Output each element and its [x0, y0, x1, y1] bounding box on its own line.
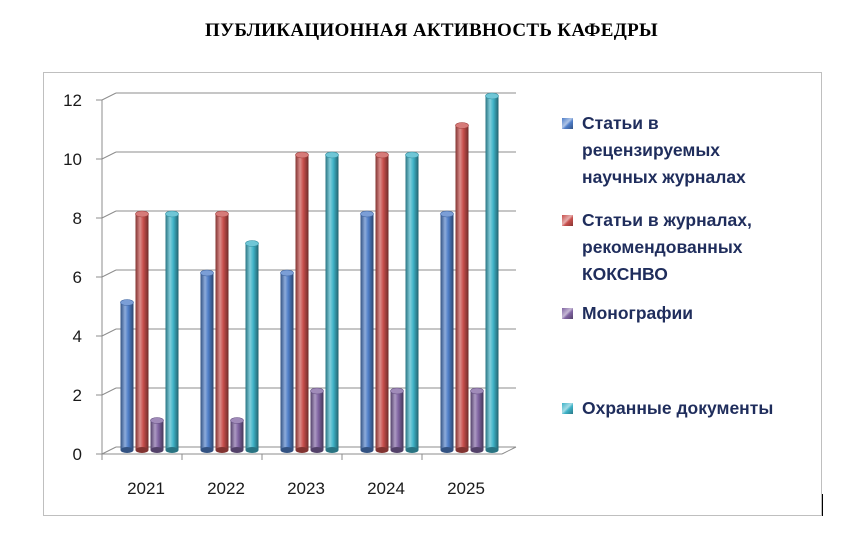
y-tick-label: 6: [73, 268, 82, 287]
legend-item: Монографии: [562, 300, 693, 327]
bar: [200, 269, 214, 453]
legend-label: научных журналах: [582, 167, 746, 187]
bar: [325, 151, 339, 453]
legend-label: Статьи в: [582, 113, 659, 133]
x-tick-label: 2025: [447, 479, 485, 498]
bar: [295, 151, 309, 453]
y-tick-label: 2: [73, 386, 82, 405]
chart-frame: 0 2 4 6 8 10 12 2021 2022 2023 2024 2025: [43, 72, 822, 516]
x-tick-label: 2023: [287, 479, 325, 498]
legend-swatch-icon: [562, 308, 573, 319]
y-tick-label: 12: [63, 91, 82, 110]
chart-title: ПУБЛИКАЦИОННАЯ АКТИВНОСТЬ КАФЕДРЫ: [205, 20, 658, 41]
bar: [310, 387, 324, 453]
bar: [150, 417, 164, 453]
legend-swatch-icon: [562, 403, 573, 414]
bar: [165, 210, 179, 453]
legend-label: Статьи в журналах,: [582, 210, 752, 230]
legend-label: Охранные документы: [582, 398, 774, 418]
legend-label: Монографии: [582, 303, 694, 323]
chart-plot: 0 2 4 6 8 10 12 2021 2022 2023 2024 2025: [63, 91, 517, 498]
x-tick-label: 2021: [127, 479, 165, 498]
legend-item: Статьи в журналах, рекомендованных КОКСНВО: [562, 207, 752, 288]
bar: [375, 151, 389, 453]
y-tick-label: 0: [73, 445, 82, 464]
bar: [360, 210, 374, 453]
bar: [280, 269, 294, 453]
legend-label: рекомендованных: [582, 237, 743, 257]
bar: [455, 122, 469, 453]
y-tick-label: 10: [63, 150, 82, 169]
bar: [390, 387, 404, 453]
bar: [135, 210, 149, 453]
legend-swatch-icon: [562, 215, 573, 226]
y-tick-label: 4: [73, 327, 82, 346]
bar: [215, 210, 229, 453]
x-tick-label: 2024: [367, 479, 405, 498]
bar: [245, 240, 259, 453]
legend-label: КОКСНВО: [582, 264, 668, 284]
text-cursor: [822, 494, 823, 516]
bar: [120, 299, 134, 453]
legend-label: рецензируемых: [582, 140, 721, 160]
bar: [405, 151, 419, 453]
bar: [485, 92, 499, 453]
y-tick-label: 8: [73, 209, 82, 228]
legend-item: Охранные документы: [562, 395, 773, 422]
x-tick-label: 2022: [207, 479, 245, 498]
bar: [470, 387, 484, 453]
legend-item: Статьи в рецензируемых научных журналах: [562, 110, 746, 191]
legend-swatch-icon: [562, 118, 573, 129]
bar: [440, 210, 454, 453]
bar: [230, 417, 244, 453]
